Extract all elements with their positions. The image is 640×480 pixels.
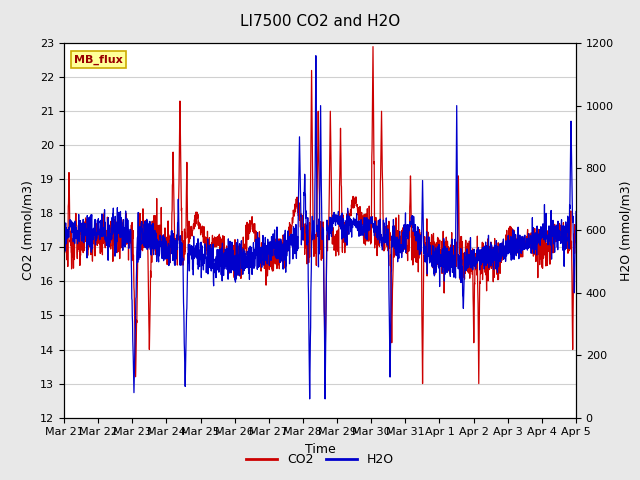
Text: MB_flux: MB_flux: [74, 54, 123, 65]
X-axis label: Time: Time: [305, 443, 335, 456]
Y-axis label: CO2 (mmol/m3): CO2 (mmol/m3): [22, 180, 35, 280]
Text: LI7500 CO2 and H2O: LI7500 CO2 and H2O: [240, 14, 400, 29]
Y-axis label: H2O (mmol/m3): H2O (mmol/m3): [620, 180, 632, 281]
Legend: CO2, H2O: CO2, H2O: [241, 448, 399, 471]
